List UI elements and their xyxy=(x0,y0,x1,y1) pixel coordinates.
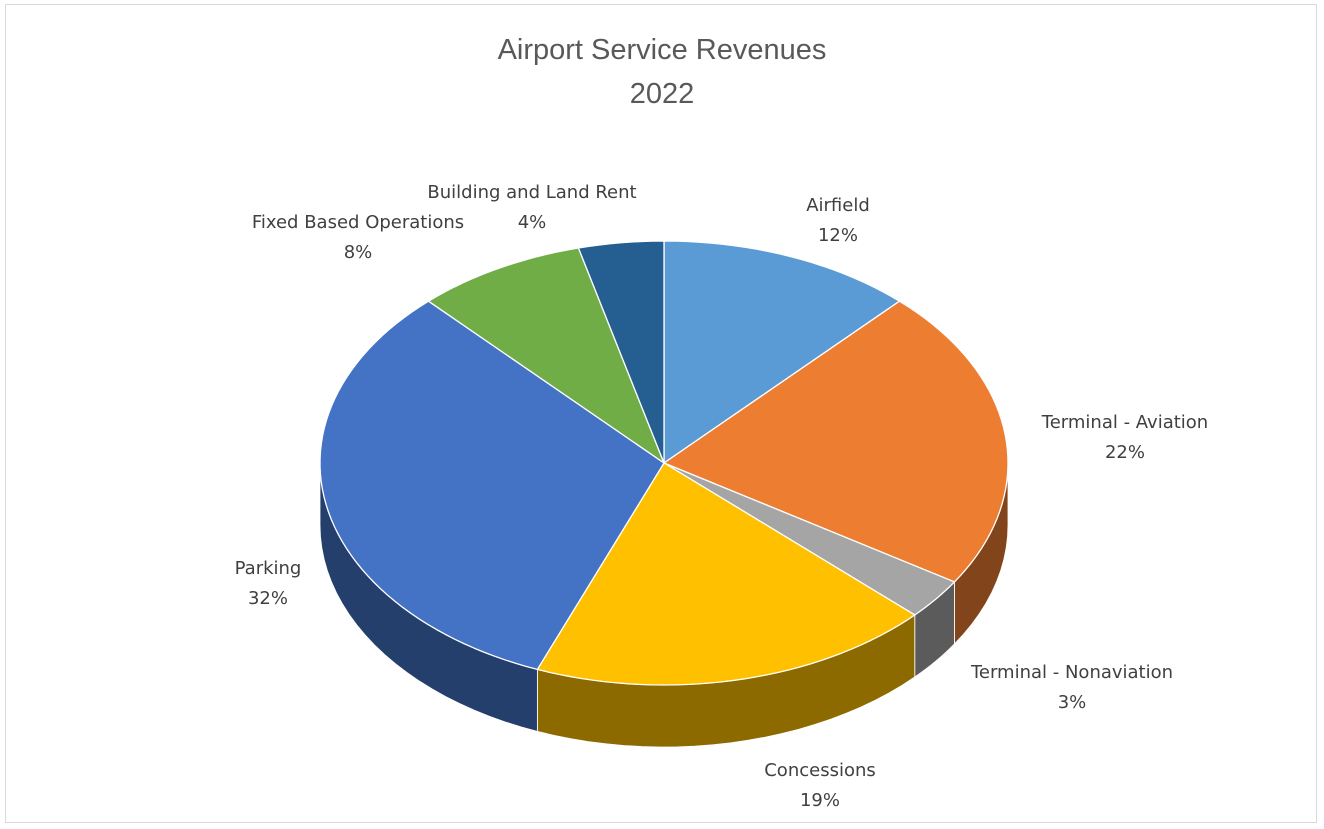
pie-slice-terminal-aviation xyxy=(663,300,1009,583)
chart-title: Airport Service Revenues xyxy=(497,34,827,66)
slice-percent-building-and-land-rent: 4% xyxy=(518,212,547,233)
slice-label-concessions: Concessions xyxy=(764,760,876,781)
slice-label-terminal-nonaviation: Terminal - Nonaviation xyxy=(970,662,1173,683)
slice-label-parking: Parking xyxy=(235,558,302,579)
slice-percent-parking: 32% xyxy=(248,588,288,609)
slice-label-building-and-land-rent: Building and Land Rent xyxy=(427,182,636,203)
slice-percent-fixed-based-operations: 8% xyxy=(344,242,373,263)
chart-subtitle: 2022 xyxy=(629,78,695,110)
pie-slice-fixed-based-operations xyxy=(427,247,665,464)
slice-label-airfield: Airfield xyxy=(806,195,870,216)
pie-slice-concessions xyxy=(536,462,916,686)
slice-label-terminal-aviation: Terminal - Aviation xyxy=(1041,412,1208,433)
slice-percent-airfield: 12% xyxy=(818,225,858,246)
pie-slice-terminal-nonaviation xyxy=(663,462,956,616)
slice-percent-terminal-nonaviation: 3% xyxy=(1058,692,1087,713)
pie-slice-parking xyxy=(319,300,665,671)
slice-label-fixed-based-operations: Fixed Based Operations xyxy=(252,212,464,233)
pie-slice-airfield xyxy=(663,240,901,464)
slice-percent-terminal-aviation: 22% xyxy=(1105,442,1145,463)
pie-slice-building-and-land-rent xyxy=(577,240,665,464)
pie-tops xyxy=(319,240,1009,686)
pie-labels: Airfield 12% Terminal - Aviation 22% Termina… xyxy=(235,182,1209,811)
slice-percent-concessions: 19% xyxy=(800,790,840,811)
